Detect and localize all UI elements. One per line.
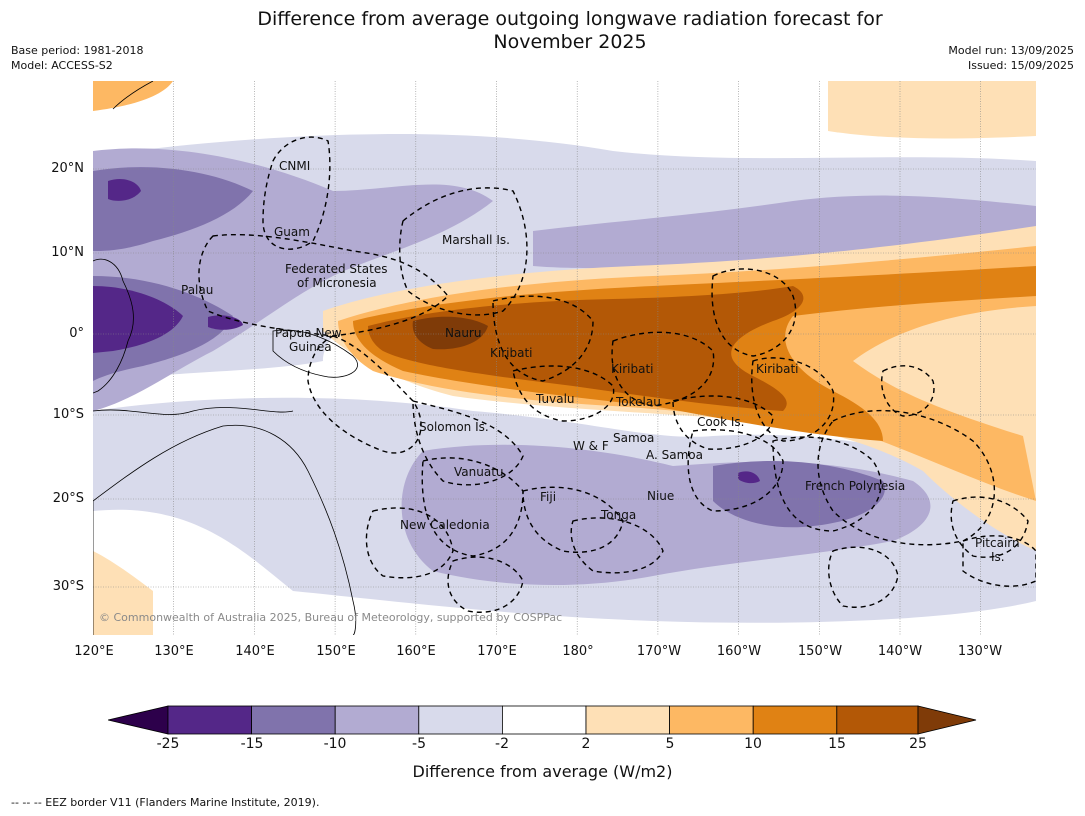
region-labels: CNMI Guam Marshall Is. Federated States …: [181, 159, 1020, 564]
colorbar-tick-7: 5: [665, 736, 675, 752]
colorbar-tick-10: 25: [909, 736, 927, 752]
label-american-samoa: A. Samoa: [646, 448, 703, 462]
lon-label-170e: 170°E: [477, 644, 517, 659]
label-kiribati-east: Kiribati: [756, 362, 798, 376]
label-guam: Guam: [274, 225, 310, 239]
label-tonga: Tonga: [600, 508, 636, 522]
label-cook: Cook Is.: [697, 415, 744, 429]
coastlines: [93, 81, 358, 635]
australia-coast: [93, 424, 357, 635]
colorbar-bin-1: [167, 705, 252, 735]
colorbar-tick-9: 15: [828, 736, 846, 752]
label-fiji: Fiji: [540, 490, 556, 504]
lon-label-130w: 130°W: [957, 644, 1003, 659]
lon-label-150w: 150°W: [797, 644, 843, 659]
label-pitcairn-2: Is.: [991, 550, 1005, 564]
eez-footnote: -- -- -- EEZ border V11 (Flanders Marine…: [11, 796, 320, 809]
colorbar-bin-2: [251, 705, 336, 735]
label-vanuatu: Vanuatu: [454, 465, 504, 479]
label-solomon: Solomon Is.: [419, 420, 489, 434]
label-fsm-2: of Micronesia: [297, 276, 377, 290]
colorbar-label: Difference from average (W/m2): [412, 762, 673, 781]
label-tuvalu: Tuvalu: [535, 392, 575, 406]
lat-label-20n: 20°N: [51, 161, 84, 176]
lon-label-160e: 160°E: [396, 644, 436, 659]
indonesia-coast: [93, 407, 294, 415]
asia-coast: [112, 81, 154, 110]
lat-label-0: 0°: [69, 326, 84, 341]
colorbar-tick-6: 2: [581, 736, 591, 752]
lat-label-10s: 10°S: [52, 407, 84, 422]
colorbar-tick-5: -2: [495, 736, 509, 752]
colorbar-bin-8: [752, 705, 838, 735]
anomaly-map: CNMI Guam Marshall Is. Federated States …: [93, 81, 1036, 635]
lon-label-130e: 130°E: [154, 644, 194, 659]
label-marshall: Marshall Is.: [442, 233, 510, 247]
lon-label-160w: 160°W: [716, 644, 762, 659]
title-line-2: November 2025: [493, 31, 647, 53]
meta-left: Base period: 1981-2018 Model: ACCESS-S2: [11, 43, 143, 73]
eez-borders: [198, 136, 1036, 613]
label-cnmi: CNMI: [279, 159, 310, 173]
label-samoa: Samoa: [613, 431, 654, 445]
colorbar-tick-8: 10: [744, 736, 762, 752]
colorbar-bin-3: [334, 705, 420, 735]
copyright-notice: © Commonwealth of Australia 2025, Bureau…: [99, 611, 562, 624]
colorbar-tick-3: -10: [323, 736, 347, 752]
map-panel: CNMI Guam Marshall Is. Federated States …: [93, 81, 1036, 635]
lon-label-140e: 140°E: [235, 644, 275, 659]
colorbar-tick-1: -25: [156, 736, 180, 752]
colorbar-bin-7: [669, 705, 754, 735]
label-fsm-1: Federated States: [285, 262, 387, 276]
label-png-1: Papua New: [275, 326, 342, 340]
chart-title: Difference from average outgoing longwav…: [0, 8, 1085, 54]
label-tokelau: Tokelau: [615, 395, 661, 409]
label-pitcairn-1: Pitcairn: [975, 536, 1020, 550]
base-period: Base period: 1981-2018: [11, 44, 144, 57]
label-wallis-futuna: W & F: [573, 439, 609, 453]
colorbar-bin-5: [501, 705, 587, 735]
model-run: Model run: 13/09/2025: [948, 44, 1074, 57]
lon-label-140w: 140°W: [877, 644, 923, 659]
colorbar-extend-low: [108, 705, 169, 735]
colorbar-bin-4: [418, 705, 503, 735]
lat-label-20s: 20°S: [52, 491, 84, 506]
colorbar-tick-4: -5: [412, 736, 426, 752]
title-line-1: Difference from average outgoing longwav…: [257, 8, 883, 30]
colorbar-bin-9: [836, 705, 919, 735]
lon-label-170w: 170°W: [636, 644, 682, 659]
label-palau: Palau: [181, 283, 213, 297]
lat-label-30s: 30°S: [52, 579, 84, 594]
label-niue: Niue: [647, 489, 674, 503]
label-french-polynesia: French Polynesia: [805, 479, 905, 493]
colorbar-bin-6: [585, 705, 670, 735]
lon-label-180: 180°: [562, 644, 594, 659]
new-guinea-coast: [272, 329, 358, 378]
label-kiribati-central: Kiribati: [611, 362, 653, 376]
graticule: [93, 81, 1036, 635]
lon-label-120e: 120°E: [74, 644, 114, 659]
philippines-coast: [93, 258, 134, 394]
meta-right: Model run: 13/09/2025 Issued: 15/09/2025: [948, 43, 1074, 73]
colorbar: [108, 705, 977, 735]
model-name: Model: ACCESS-S2: [11, 59, 113, 72]
label-kiribati-west: Kiribati: [490, 346, 532, 360]
colorbar-extend-high: [917, 705, 977, 735]
label-nauru: Nauru: [445, 326, 481, 340]
lon-label-150e: 150°E: [316, 644, 356, 659]
issued-date: Issued: 15/09/2025: [967, 59, 1074, 72]
label-new-caledonia: New Caledonia: [400, 518, 490, 532]
positive-anomaly-fields: [93, 81, 1036, 635]
label-png-2: Guinea: [289, 340, 332, 354]
lat-label-10n: 10°N: [51, 245, 84, 260]
colorbar-tick-2: -15: [240, 736, 264, 752]
